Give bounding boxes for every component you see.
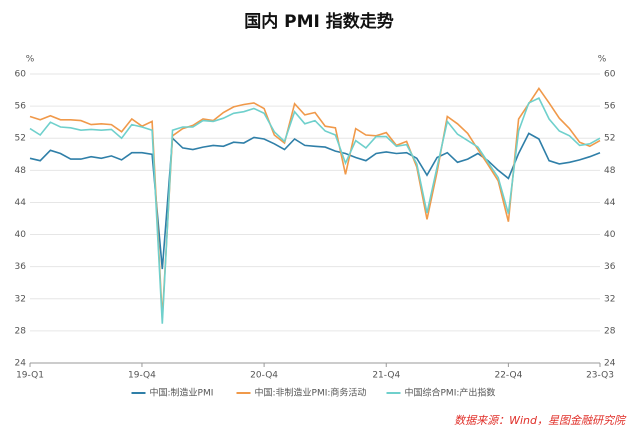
y2-tick-label: 36: [604, 262, 616, 272]
source-note: 数据来源：Wind，星图金融研究院: [454, 414, 627, 427]
series-line: [29, 86, 601, 319]
y2-tick-label: 44: [604, 198, 616, 208]
y-tick-label: 24: [15, 359, 27, 369]
y-tick-label: 36: [15, 262, 27, 272]
y-tick-label: 28: [15, 326, 27, 336]
y2-tick-label: 28: [604, 326, 616, 336]
y-tick-label: 56: [15, 102, 27, 112]
y-tick-label: 60: [15, 70, 27, 80]
y2-unit: %: [598, 55, 607, 65]
legend-label: 中国综合PMI:产出指数: [405, 387, 496, 399]
chart-title: 国内 PMI 指数走势: [244, 11, 394, 32]
y-tick-label: 52: [15, 134, 26, 144]
y2-tick-label: 32: [604, 294, 615, 304]
legend-label: 中国:制造业PMI: [150, 387, 214, 399]
series-line: [29, 132, 601, 270]
x-tick-label: 19-Q1: [16, 371, 44, 381]
y2-tick-label: 24: [604, 359, 616, 369]
series-line: [29, 97, 601, 324]
x-tick-label: 21-Q4: [372, 371, 400, 381]
y-tick-label: 40: [15, 230, 27, 240]
legend-label: 中国:非制造业PMI:商务活动: [255, 387, 367, 399]
y2-tick-label: 52: [604, 134, 615, 144]
y2-tick-label: 56: [604, 102, 616, 112]
y-tick-label: 32: [15, 294, 26, 304]
x-tick-label: 22-Q4: [494, 371, 522, 381]
y-tick-label: 48: [15, 166, 27, 176]
y-unit: %: [26, 55, 35, 65]
x-tick-label: 19-Q4: [128, 371, 156, 381]
x-tick-label: 20-Q4: [250, 371, 278, 381]
y2-tick-label: 60: [604, 70, 616, 80]
y-tick-label: 44: [15, 198, 27, 208]
y2-tick-label: 40: [604, 230, 616, 240]
y2-tick-label: 48: [604, 166, 616, 176]
x-tick-label: 23-Q3: [586, 371, 614, 381]
